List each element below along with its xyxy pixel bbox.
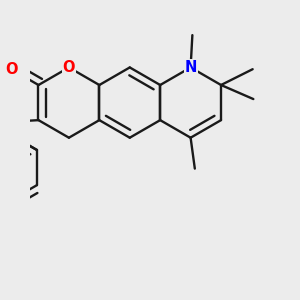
- Text: O: O: [63, 60, 75, 75]
- Text: N: N: [184, 60, 197, 75]
- Text: O: O: [5, 62, 18, 77]
